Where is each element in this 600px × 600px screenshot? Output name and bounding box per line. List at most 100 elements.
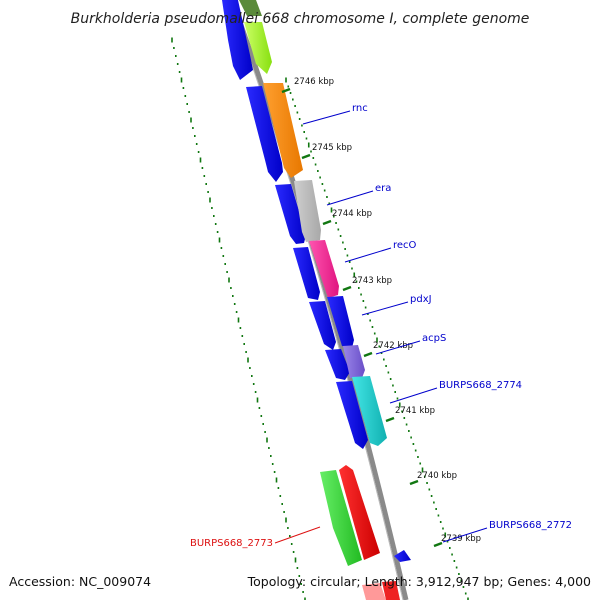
gene-label[interactable]: rnc [352, 103, 368, 114]
guide-tick [449, 547, 451, 549]
guide-tick [264, 431, 266, 433]
guide-tick [292, 551, 295, 553]
guide-tick [230, 287, 232, 289]
guide-tick [190, 117, 192, 123]
guide-tick [369, 319, 371, 322]
guide-tick [249, 367, 251, 369]
map-title: Burkholderia pseudomallei 668 chromosome… [71, 11, 530, 27]
guide-tick [243, 343, 245, 345]
gene-label[interactable]: era [375, 183, 391, 194]
gene-label[interactable]: BURPS668_2774 [439, 380, 522, 391]
guide-tick [408, 430, 410, 432]
gene-blue-2 [246, 86, 283, 182]
guide-tick [464, 592, 467, 595]
gene-top-green [239, 0, 262, 16]
guide-tick [335, 222, 337, 224]
guide-tick [433, 501, 435, 504]
guide-tick [224, 263, 226, 265]
guide-tick [289, 535, 291, 537]
guide-tick [251, 375, 253, 377]
gene-leader-line [389, 387, 438, 404]
guide-tick [387, 371, 390, 374]
guide-tick [344, 248, 346, 250]
guide-tick [442, 527, 444, 530]
guide-tick [211, 207, 213, 209]
guide-tick [277, 487, 280, 489]
kbp-major-tick [385, 416, 395, 423]
guide-tick [178, 71, 181, 73]
guide-tick [394, 391, 396, 393]
gene-leader-line [326, 190, 374, 206]
guide-tick [348, 261, 351, 263]
gene-recO [309, 240, 339, 298]
guide-tick [392, 384, 394, 387]
gene-label[interactable]: recO [393, 240, 417, 251]
gene-leader-line [274, 526, 321, 544]
guide-tick [192, 127, 194, 129]
gene-label[interactable]: BURPS668_2773 [190, 538, 273, 549]
guide-tick [321, 183, 324, 185]
guide-tick [417, 456, 419, 458]
guide-tick [287, 527, 289, 529]
guide-tick [270, 455, 272, 457]
guide-tick [205, 183, 207, 185]
guide-tick [376, 337, 378, 343]
guide-tick [437, 514, 440, 517]
guide-tick [247, 357, 249, 363]
guide-tick [279, 495, 282, 497]
guide-tick [460, 579, 462, 582]
guide-tick [373, 332, 376, 335]
gene-blue-5 [309, 301, 336, 350]
guide-tick [396, 397, 399, 400]
kbp-label: 2741 kbp [395, 406, 435, 416]
accession-text: Accession: NC_009074 [9, 574, 151, 589]
guide-tick [301, 124, 303, 127]
guide-tick [262, 423, 264, 425]
guide-tick [405, 423, 408, 426]
guide-tick [237, 317, 240, 323]
guide-tick [209, 197, 211, 203]
guide-tick [439, 521, 442, 523]
guide-tick [342, 241, 344, 244]
guide-tick [182, 87, 185, 89]
guide-tick [389, 378, 392, 380]
guide-tick [260, 415, 263, 417]
guide-tick [314, 163, 317, 166]
guide-tick [339, 235, 342, 237]
kbp-label: 2743 kbp [352, 276, 392, 286]
guide-tick [207, 191, 209, 193]
gene-label[interactable]: pdxJ [410, 294, 432, 305]
kbp-label: 2740 kbp [417, 471, 457, 481]
guide-tick [462, 586, 465, 588]
guide-tick [380, 352, 383, 354]
gene-acpS [343, 345, 365, 378]
guide-tick [467, 597, 469, 600]
guide-tick [268, 447, 270, 449]
guide-tick [403, 417, 406, 419]
guide-tick [233, 303, 236, 305]
guide-tick [419, 462, 422, 465]
gene-label[interactable]: BURPS668_2772 [489, 520, 572, 531]
guide-tick [346, 254, 349, 257]
guide-tick [304, 597, 306, 600]
guide-tick [412, 443, 415, 445]
kbp-label: 2742 kbp [373, 341, 413, 351]
guide-tick [328, 202, 331, 205]
guide-tick [194, 135, 196, 137]
guide-tick [252, 383, 255, 385]
guide-tick [216, 231, 219, 233]
guide-tick [180, 77, 183, 83]
gene-label[interactable]: acpS [422, 333, 446, 344]
guide-tick [287, 85, 290, 88]
gene-BURPS668-2774 [352, 376, 387, 446]
guide-tick [383, 358, 385, 361]
guide-tick [378, 345, 381, 348]
guide-tick [296, 567, 299, 569]
guide-tick [186, 103, 188, 105]
guide-tick [426, 482, 428, 484]
guide-tick [220, 247, 223, 249]
gene-bottom-red [382, 581, 400, 600]
guide-tick [330, 207, 333, 213]
guide-tick [430, 495, 433, 497]
